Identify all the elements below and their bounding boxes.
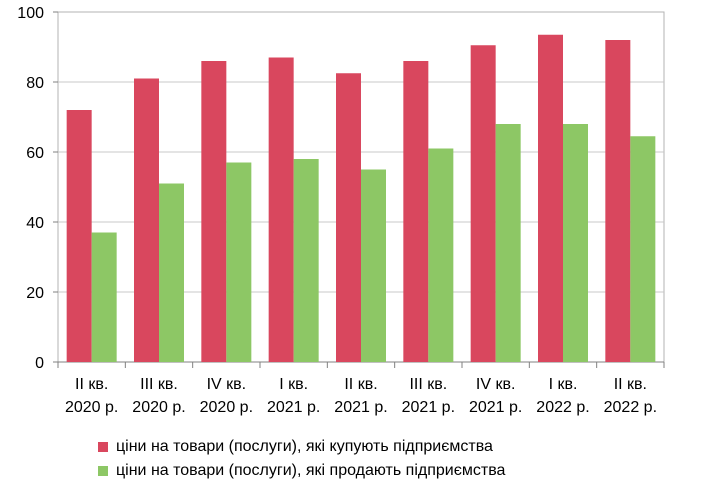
legend-swatch-sell [98,466,108,476]
y-tick-label: 60 [26,145,44,162]
x-tick-label-quarter: II кв. [75,376,108,393]
bar-buy [201,61,227,362]
x-tick-label-quarter: IV кв. [476,376,516,393]
x-tick-label-quarter: IV кв. [207,376,247,393]
bar-buy [538,34,563,362]
legend-item-buy: ціни на товари (послуги), які купують пі… [98,435,505,459]
bar-buy [605,40,631,362]
bar-buy [403,61,429,362]
legend-label-sell: ціни на товари (послуги), які продають п… [116,462,506,479]
bar-buy [66,110,92,362]
x-tick-label-quarter: I кв. [549,376,578,393]
x-tick-label-quarter: III кв. [140,376,178,393]
bar-buy [268,57,294,362]
x-tick-label-year: 2020 р. [65,399,118,416]
x-tick-label-quarter: II кв. [344,376,377,393]
bar-buy [134,78,159,362]
x-tick-label-year: 2020 р. [132,399,185,416]
x-tick-label-year: 2022 р. [604,399,657,416]
bar-chart: 0 20 40 60 80 100 II кв. 2020 р. III кв. 2020 р. I… [17,5,665,416]
bar-sell [630,136,656,362]
legend-swatch-buy [98,442,108,452]
bar-sell [293,159,319,362]
legend: ціни на товари (послуги), які купують пі… [98,435,505,483]
bar-sell [159,183,184,362]
x-tick-label-year: 2021 р. [402,399,455,416]
bar-sell [495,124,521,362]
legend-item-sell: ціни на товари (послуги), які продають п… [98,459,505,483]
bar-sell [563,124,588,362]
legend-label-buy: ціни на товари (послуги), які купують пі… [116,438,493,455]
x-tick-label-quarter: I кв. [279,376,308,393]
x-tick-label-year: 2021 р. [334,399,387,416]
bar-sell [226,162,252,362]
x-tick-label-year: 2020 р. [200,399,253,416]
x-tick-label-year: 2021 р. [267,399,320,416]
bar-buy [336,73,361,362]
bar-sell [361,169,386,362]
y-tick-label: 0 [35,355,44,372]
bar-sell [428,148,454,362]
y-tick-label: 40 [26,215,44,232]
bar-sell [91,232,117,362]
x-tick-label-quarter: III кв. [409,376,447,393]
y-tick-label: 20 [26,285,44,302]
x-tick-label-year: 2022 р. [536,399,589,416]
y-tick-label: 100 [17,5,44,22]
y-tick-label: 80 [26,75,44,92]
x-tick-label-year: 2021 р. [469,399,522,416]
bar-buy [470,45,496,362]
x-tick-label-quarter: II кв. [614,376,647,393]
